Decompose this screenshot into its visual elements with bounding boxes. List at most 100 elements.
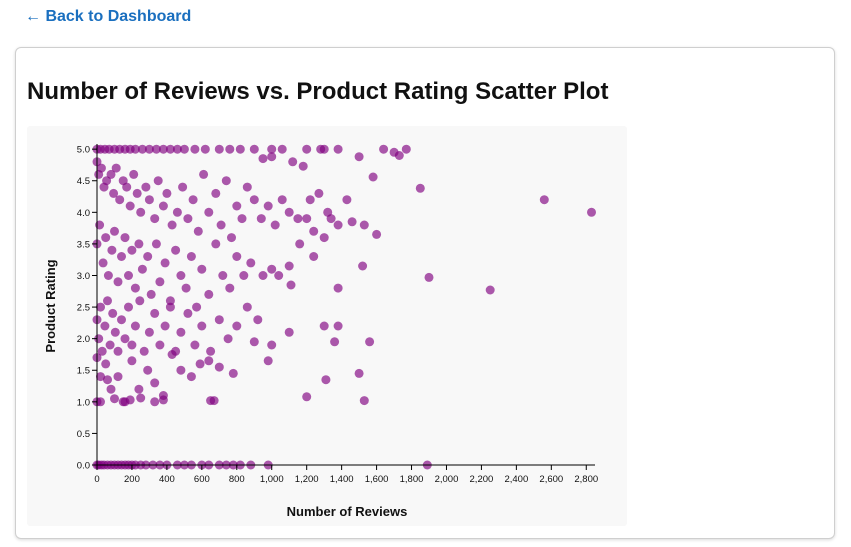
data-point — [204, 356, 214, 366]
data-point — [136, 393, 146, 403]
data-point — [242, 182, 252, 192]
data-point — [153, 176, 163, 186]
data-point — [94, 334, 104, 344]
data-point — [323, 207, 333, 217]
data-point — [270, 220, 280, 230]
data-point — [146, 289, 156, 299]
data-point — [96, 397, 105, 407]
data-point — [176, 365, 186, 375]
data-point — [277, 144, 287, 154]
data-point — [143, 365, 153, 375]
data-point — [178, 182, 188, 192]
data-point — [150, 214, 160, 224]
back-to-dashboard-link[interactable]: ← Back to Dashboard — [25, 8, 192, 25]
data-point — [103, 271, 113, 280]
data-point — [100, 321, 110, 331]
data-point — [150, 308, 160, 318]
data-point — [258, 271, 268, 280]
data-point — [253, 315, 263, 325]
data-point — [197, 264, 207, 274]
data-point — [97, 346, 107, 356]
data-point — [263, 201, 273, 211]
data-point — [305, 195, 315, 205]
data-point — [242, 302, 252, 312]
data-point — [96, 372, 105, 382]
data-point — [314, 188, 324, 198]
data-point — [183, 214, 193, 224]
data-point — [330, 337, 340, 347]
data-point — [246, 258, 256, 268]
x-tick-label: 200 — [124, 474, 140, 485]
data-point — [249, 195, 259, 205]
data-point — [130, 321, 140, 331]
data-point — [319, 144, 329, 154]
data-point — [333, 144, 343, 154]
data-point — [347, 217, 357, 227]
data-point — [214, 144, 224, 154]
data-point — [158, 144, 168, 154]
data-point — [232, 321, 242, 331]
data-point — [102, 176, 112, 186]
data-point — [144, 195, 154, 205]
data-point — [101, 233, 111, 243]
data-point — [125, 201, 135, 211]
data-point — [192, 302, 202, 312]
data-point — [165, 302, 175, 312]
chart-title: Number of Reviews vs. Product Rating Sca… — [27, 78, 609, 105]
data-point — [113, 277, 123, 287]
data-point — [186, 252, 196, 261]
data-point — [160, 258, 170, 268]
data-point — [137, 144, 147, 154]
data-point — [130, 283, 140, 293]
data-point — [321, 375, 331, 385]
y-tick-label: 3.0 — [77, 271, 90, 282]
data-point — [106, 384, 116, 394]
data-point — [95, 220, 105, 230]
data-point — [218, 271, 228, 280]
data-point — [539, 195, 549, 205]
data-point — [110, 394, 119, 404]
data-point — [127, 340, 137, 350]
data-point — [209, 396, 219, 406]
y-tick-label: 1.0 — [77, 397, 90, 408]
data-point — [284, 327, 294, 337]
data-point — [286, 280, 296, 290]
data-point — [394, 151, 404, 160]
data-point — [111, 163, 121, 173]
plot-area: 0 200 400 600 800 1,000 1,200 1,400 1,600 1,800 2,… — [27, 126, 627, 526]
y-tick-label: 0.0 — [77, 461, 90, 472]
chart-card: Number of Reviews vs. Product Rating Sca… — [15, 47, 835, 539]
y-tick-label: 4.5 — [77, 176, 90, 187]
data-point — [295, 239, 305, 249]
data-point — [258, 154, 268, 164]
x-tick-label: 400 — [159, 474, 175, 485]
data-point — [267, 144, 277, 154]
data-point — [200, 144, 210, 154]
data-point — [221, 176, 231, 186]
data-point — [118, 397, 128, 407]
x-tick-label: 600 — [194, 474, 210, 485]
data-point — [130, 144, 140, 154]
data-point — [129, 169, 139, 179]
data-point — [110, 327, 120, 337]
data-point — [165, 144, 175, 154]
data-point — [143, 252, 153, 261]
data-point — [195, 359, 205, 369]
data-point — [150, 397, 160, 407]
x-tick-label: 2,600 — [539, 474, 563, 485]
data-point — [176, 327, 186, 337]
data-point — [108, 308, 118, 318]
data-point — [134, 239, 144, 249]
y-tick-label: 5.0 — [77, 145, 90, 156]
data-point — [101, 359, 111, 369]
data-point — [216, 220, 226, 230]
data-point — [214, 315, 224, 325]
data-point — [106, 169, 116, 179]
data-point — [172, 144, 182, 154]
data-point — [199, 169, 209, 179]
data-point — [167, 350, 177, 359]
data-point — [365, 337, 375, 347]
y-tick-label: 2.0 — [77, 334, 90, 345]
data-point — [415, 183, 425, 193]
data-point — [368, 172, 378, 182]
